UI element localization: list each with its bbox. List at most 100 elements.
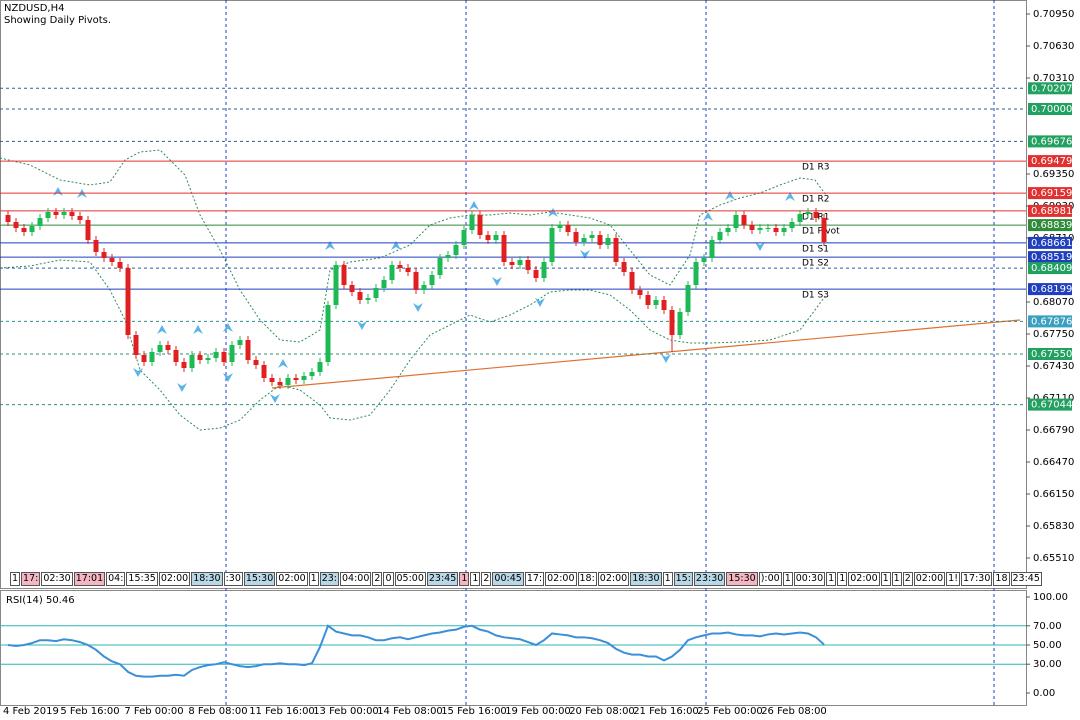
candle-body [757,228,763,230]
candle-body [93,240,99,252]
price-label: 0.69676 [1031,136,1072,147]
fractals [53,187,795,403]
candle-body [437,258,443,275]
price-label: 0.68409 [1031,263,1072,274]
candle-body [37,218,43,226]
candle-body [45,212,51,218]
candle-body [597,235,603,245]
time-marker: 04: [106,572,126,586]
candle-body [237,340,243,345]
candle-body [245,340,251,360]
candle-body [445,255,451,258]
price-label: 0.67876 [1031,316,1072,327]
candle-body [781,228,787,232]
candle-body [13,222,19,228]
price-box [1028,348,1072,360]
price-label: 0.68981 [1031,206,1072,217]
price-label: 0.67044 [1031,400,1072,411]
candle-body [53,212,59,215]
candle-body [549,228,555,262]
candle-body [533,270,539,278]
candle-body [213,352,219,358]
fractal [223,373,233,382]
time-marker: 18:30 [191,572,223,586]
candle-body [109,258,115,262]
candle-body [677,312,683,335]
main-panel [0,0,1027,589]
candle-body [813,212,819,218]
fractal [177,383,187,392]
time-marker: 02:30 [41,572,73,586]
candle-body [405,268,411,272]
candle-body [645,295,651,305]
time-marker: 0 [383,572,394,586]
candle-body [453,245,459,255]
price-label: 0.68661 [1031,238,1072,249]
candle-body [149,352,155,362]
x-tick-label: 25 Feb 00:00 [697,706,763,717]
bands [0,149,827,431]
y-tick-label: 0.69350 [1033,169,1074,180]
candle-body [261,365,267,378]
time-marker: 1 [662,572,673,586]
candle-body [765,228,771,229]
price-box [1028,315,1072,328]
time-marker: 02:00 [545,572,577,586]
candle-body [805,212,811,214]
fractal [223,323,233,332]
price-label: 0.70207 [1031,83,1072,94]
candle-body [61,212,67,215]
fractal [193,325,203,334]
time-marker: 15:35 [126,572,158,586]
price-box [1028,204,1072,217]
fractal [755,242,765,251]
y-tick-label: 100.00 [1033,592,1068,603]
pivot-label: D1 Pivot [802,227,840,237]
price-label: 0.68519 [1031,252,1072,263]
fractal [325,241,335,250]
chart-subtitle: Showing Daily Pivots. [4,15,111,26]
lower-band [0,259,827,431]
candle-body [517,260,523,265]
price-label: 0.68199 [1031,284,1072,295]
candle-body [605,238,611,245]
candle-body [341,265,347,285]
price-label: 0.69479 [1031,156,1072,167]
candle-body [85,220,91,240]
time-marker: 2 [372,572,383,586]
candle-body [789,222,795,228]
price-box [1028,155,1072,168]
y-tick-label: 0.00 [1033,688,1055,699]
x-tick-label: 21 Feb 16:00 [633,706,699,717]
time-marker: 1 [880,572,891,586]
candle-body [221,352,227,362]
candle-body [421,285,427,290]
candle-body [205,358,211,360]
time-marker: 1! [946,572,961,586]
time-marker: 23:45 [1010,572,1042,586]
time-marker: 00:45 [492,572,524,586]
price-box [1028,135,1072,148]
candle-body [269,378,275,382]
x-tick-label: 7 Feb 00:00 [124,706,183,717]
fractal [133,368,143,377]
candle-body [573,232,579,242]
time-marker: 1 [470,572,481,586]
price-label: 0.70000 [1031,104,1072,115]
y-tick-label: 0.68070 [1033,297,1074,308]
trend-line [271,319,1021,389]
y-tick-label: 0.70630 [1033,41,1074,52]
pivot-label: D1 R2 [802,195,830,205]
candle-body [173,350,179,362]
x-tick-label: 5 Feb 16:00 [60,706,119,717]
rsi-title: RSI(14) 50.46 [6,595,75,606]
y-tick-label: 0.70950 [1033,9,1074,20]
candle-body [621,262,627,272]
candle-body [197,355,203,360]
price-box [1028,219,1072,232]
fractal [548,208,558,217]
time-marker: 18:30 [630,572,662,586]
fractal [357,321,367,330]
pivot-label: D1 S2 [802,259,829,269]
